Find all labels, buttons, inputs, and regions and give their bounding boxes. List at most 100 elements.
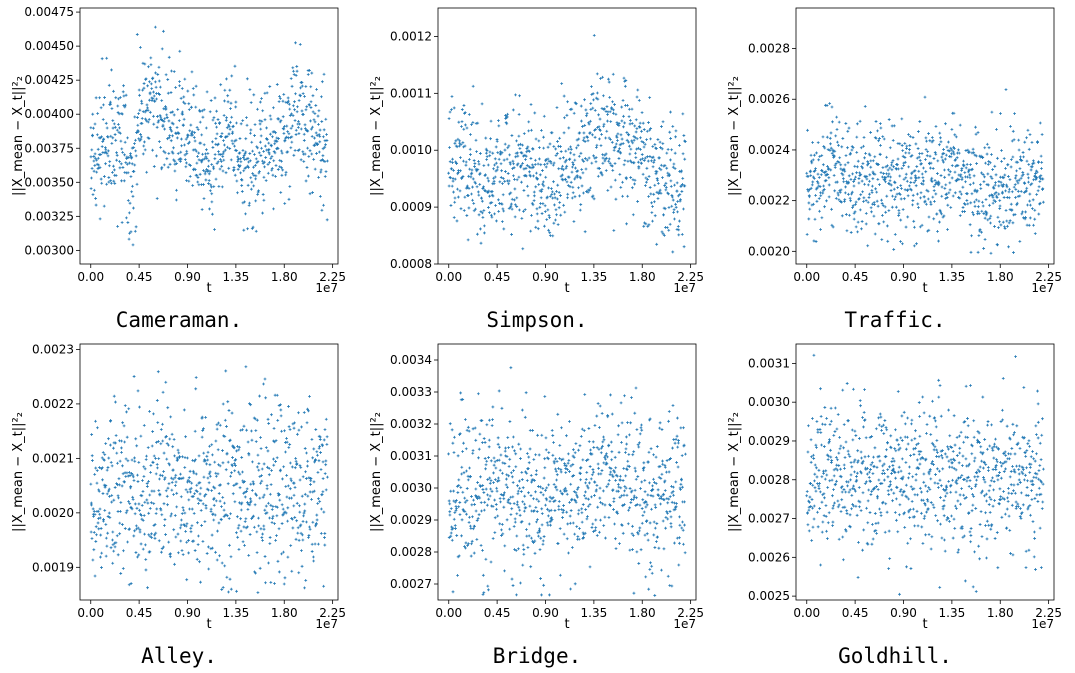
data-point [608,95,612,99]
data-point [943,186,947,190]
data-point [287,197,291,201]
data-point [565,464,568,468]
data-point [160,513,164,517]
data-point [280,173,284,177]
data-point [90,454,94,458]
data-point [259,527,263,531]
data-point [148,110,152,114]
data-point [123,480,126,484]
data-point [290,496,293,500]
data-point [255,530,259,534]
data-point [490,489,494,493]
data-point [676,224,680,228]
data-point [177,119,181,122]
data-point [529,157,533,160]
x-offset-label: 1e7 [315,281,338,295]
data-point [530,128,533,132]
data-point [250,227,254,231]
data-point [262,462,266,466]
data-point [874,136,878,140]
data-point [252,514,255,518]
data-point [269,117,273,121]
data-point [815,180,819,184]
data-point [462,145,466,149]
x-tick-label: 0.45 [126,606,153,620]
data-point [814,489,818,493]
data-point [324,417,328,421]
data-point [562,508,566,512]
data-point [536,531,540,535]
data-point [100,566,103,569]
data-point [867,196,871,199]
data-point [586,139,590,143]
data-point [540,212,544,215]
data-point [117,97,120,101]
data-point [878,507,881,511]
data-point [674,205,678,209]
data-point [267,152,271,156]
data-point [595,143,599,147]
data-point [642,510,646,514]
data-point [532,458,536,461]
data-point [158,492,162,496]
data-point [653,214,657,218]
data-point [447,452,450,456]
data-point [509,471,513,475]
data-point [223,99,226,103]
data-point [318,140,322,144]
data-point [558,527,562,531]
data-point [508,502,512,505]
data-point [855,135,859,139]
data-point [812,176,816,180]
data-point [813,153,816,157]
data-point [174,473,178,477]
data-point [1001,185,1005,188]
data-point [539,163,543,167]
data-point [132,206,135,210]
data-point [503,569,506,573]
data-point [856,575,860,579]
data-point [1005,185,1009,189]
data-point [808,495,812,499]
data-point [148,493,152,497]
data-point [960,176,964,180]
data-point [677,536,681,540]
data-point [624,486,628,490]
data-point [480,102,484,106]
data-point [261,193,265,196]
data-point [866,183,870,187]
data-point [163,524,166,527]
data-point [946,149,950,152]
data-point [864,436,868,440]
data-point [249,176,253,180]
data-point [531,478,535,482]
data-point [606,188,610,192]
data-point [324,143,327,147]
data-point [669,158,672,162]
data-point [303,95,306,98]
data-point [519,163,523,167]
data-point [123,105,127,109]
data-point [264,581,267,585]
data-point [641,157,644,161]
data-point [148,80,151,84]
data-point [883,419,887,422]
data-point [596,462,600,466]
data-point [202,197,206,201]
data-point [286,519,290,523]
data-point [679,198,682,202]
data-point [846,146,849,150]
data-point [494,161,498,165]
data-point [830,459,834,462]
data-point [224,118,228,122]
data-point [155,462,159,466]
data-point [949,155,953,159]
data-point [1029,203,1032,207]
data-point [300,494,304,498]
data-point [605,129,609,133]
data-point [677,439,680,442]
data-point [990,153,993,156]
data-point [143,110,147,114]
data-point [656,494,660,497]
data-point [251,149,255,153]
